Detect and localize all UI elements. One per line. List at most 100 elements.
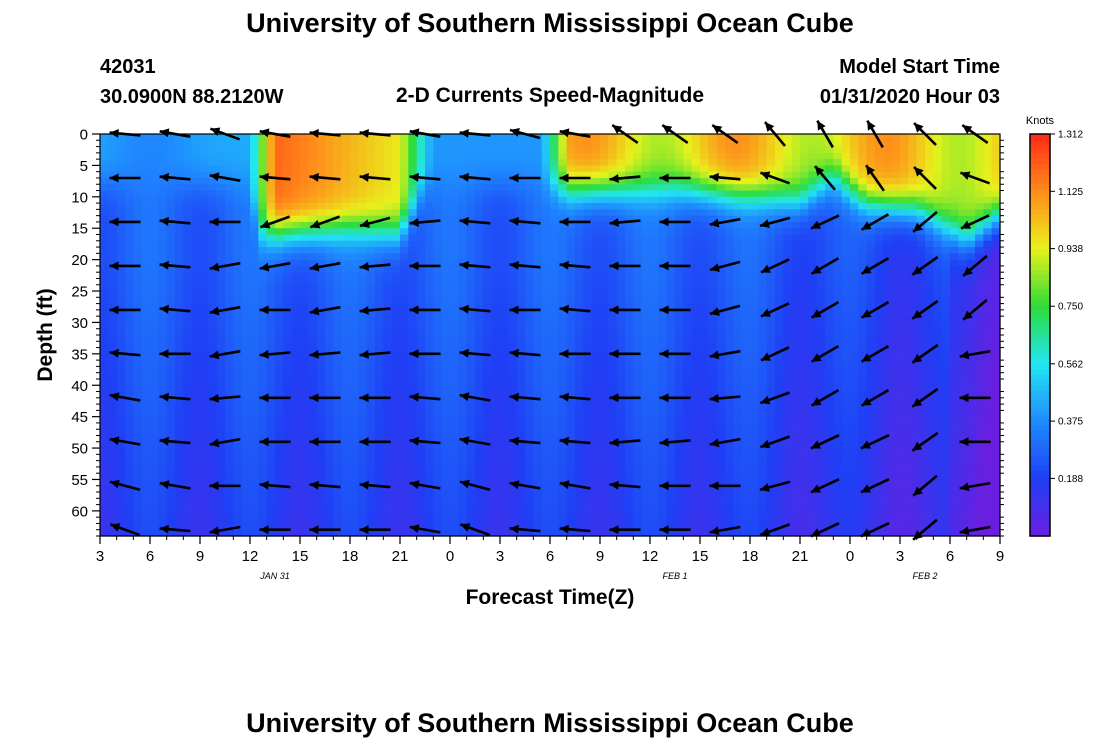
heatmap-cell bbox=[558, 341, 568, 349]
heatmap-cell bbox=[141, 134, 151, 141]
heatmap-cell bbox=[175, 215, 184, 223]
heatmap-cell bbox=[733, 291, 743, 298]
heatmap-cell bbox=[716, 397, 726, 405]
heatmap-cell bbox=[591, 309, 601, 317]
heatmap-cell bbox=[458, 397, 468, 405]
heatmap-cell bbox=[725, 297, 734, 305]
heatmap-cell bbox=[508, 328, 518, 336]
heatmap-cell bbox=[466, 523, 476, 531]
heatmap-cell bbox=[400, 316, 409, 324]
heatmap-cell bbox=[550, 284, 559, 292]
heatmap-cell bbox=[125, 498, 134, 506]
heatmap-cell bbox=[266, 234, 276, 242]
heatmap-cell bbox=[641, 378, 651, 386]
heatmap-cell bbox=[466, 140, 476, 148]
heatmap-cell bbox=[225, 529, 234, 537]
heatmap-cell bbox=[250, 498, 259, 506]
heatmap-cell bbox=[250, 385, 259, 393]
heatmap-cell bbox=[208, 422, 218, 430]
heatmap-cell bbox=[383, 529, 393, 537]
heatmap-cell bbox=[125, 479, 134, 487]
heatmap-cell bbox=[675, 435, 684, 443]
heatmap-cell bbox=[708, 203, 718, 210]
heatmap-cell bbox=[666, 523, 676, 531]
heatmap-cell bbox=[141, 429, 151, 437]
heatmap-cell bbox=[391, 429, 401, 437]
heatmap-cell bbox=[225, 435, 234, 443]
heatmap-cell bbox=[491, 429, 501, 437]
heatmap-cell bbox=[708, 159, 718, 167]
heatmap-cell bbox=[383, 190, 393, 198]
heatmap-cell bbox=[441, 247, 451, 254]
heatmap-cell bbox=[741, 485, 751, 493]
heatmap-cell bbox=[516, 203, 526, 210]
heatmap-cell bbox=[508, 228, 518, 236]
heatmap-cell bbox=[283, 234, 293, 242]
heatmap-cell bbox=[516, 391, 526, 399]
heatmap-cell bbox=[500, 504, 509, 512]
heatmap-cell bbox=[491, 441, 501, 449]
heatmap-cell bbox=[433, 309, 443, 317]
heatmap-cell bbox=[583, 466, 593, 474]
heatmap-cell bbox=[375, 353, 384, 361]
heatmap-cell bbox=[391, 303, 401, 311]
heatmap-cell bbox=[550, 221, 559, 229]
heatmap-cell bbox=[183, 215, 193, 223]
heatmap-cell bbox=[350, 504, 359, 512]
heatmap-cell bbox=[533, 247, 543, 254]
heatmap-cell bbox=[200, 146, 209, 154]
heatmap-cell bbox=[325, 247, 334, 254]
heatmap-cell bbox=[175, 228, 184, 236]
heatmap-cell bbox=[216, 492, 226, 499]
heatmap-cell bbox=[633, 335, 643, 342]
heatmap-cell bbox=[500, 441, 509, 449]
heatmap-cell bbox=[641, 265, 651, 273]
heatmap-cell bbox=[425, 510, 434, 518]
heatmap-cell bbox=[533, 360, 543, 368]
heatmap-cell bbox=[441, 316, 451, 324]
heatmap-cell bbox=[350, 284, 359, 292]
heatmap-cell bbox=[558, 303, 568, 311]
heatmap-cell bbox=[341, 184, 351, 192]
heatmap-cell bbox=[491, 159, 501, 167]
heatmap-cell bbox=[425, 435, 434, 443]
heatmap-cell bbox=[266, 435, 276, 443]
heatmap-cell bbox=[741, 316, 751, 324]
heatmap-cell bbox=[191, 140, 201, 148]
heatmap-cell bbox=[208, 485, 218, 493]
heatmap-cell bbox=[225, 410, 234, 418]
heatmap-cell bbox=[258, 504, 268, 512]
heatmap-cell bbox=[366, 228, 376, 236]
heatmap-cell bbox=[725, 322, 734, 330]
heatmap-cell bbox=[400, 460, 409, 468]
heatmap-cell bbox=[283, 322, 293, 330]
heatmap-cell bbox=[741, 391, 751, 399]
heatmap-cell bbox=[733, 316, 743, 324]
heatmap-cell bbox=[666, 309, 676, 317]
heatmap-cell bbox=[400, 221, 409, 229]
heatmap-cell bbox=[316, 209, 326, 217]
heatmap-cell bbox=[691, 278, 701, 286]
heatmap-cell bbox=[550, 209, 559, 217]
heatmap-cell bbox=[525, 441, 534, 449]
heatmap-cell bbox=[116, 165, 126, 173]
heatmap-cell bbox=[458, 190, 468, 198]
heatmap-cell bbox=[641, 284, 651, 292]
heatmap-cell bbox=[725, 303, 734, 311]
heatmap-cell bbox=[366, 504, 376, 512]
heatmap-cell bbox=[508, 529, 518, 537]
heatmap-cell bbox=[400, 228, 409, 236]
heatmap-cell bbox=[608, 146, 618, 154]
heatmap-cell bbox=[308, 316, 318, 324]
heatmap-cell bbox=[316, 360, 326, 368]
heatmap-cell bbox=[425, 272, 434, 280]
heatmap-cell bbox=[558, 397, 568, 405]
heatmap-cell bbox=[741, 510, 751, 518]
heatmap-cell bbox=[583, 498, 593, 506]
heatmap-cell bbox=[566, 240, 576, 248]
heatmap-cell bbox=[191, 272, 201, 280]
heatmap-cell bbox=[741, 165, 751, 173]
heatmap-cell bbox=[400, 171, 409, 179]
heatmap-cell bbox=[416, 479, 426, 487]
heatmap-cell bbox=[716, 347, 726, 355]
